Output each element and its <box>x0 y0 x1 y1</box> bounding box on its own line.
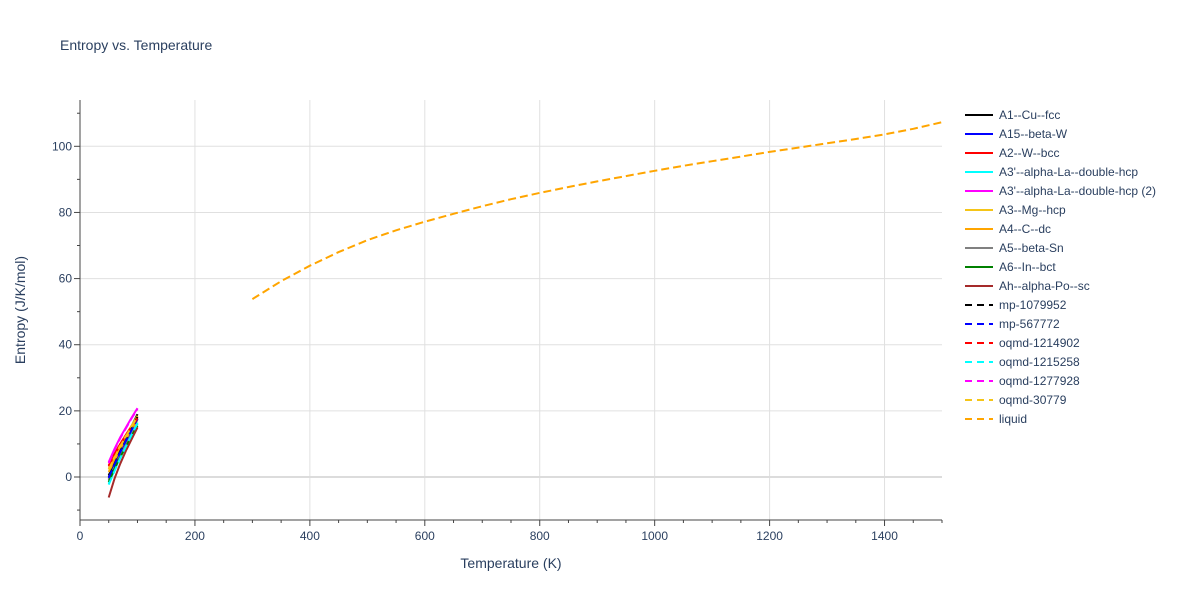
x-tick-label: 1400 <box>871 529 898 543</box>
legend-label-3: A3'--alpha-La--double-hcp <box>999 165 1138 179</box>
legend-label-8: A6--In--bct <box>999 260 1056 274</box>
x-tick-label: 1000 <box>641 529 668 543</box>
legend-label-15: oqmd-30779 <box>999 393 1067 407</box>
legend-label-16: liquid <box>999 412 1027 426</box>
legend-label-6: A4--C--dc <box>999 222 1051 236</box>
legend-label-9: Ah--alpha-Po--sc <box>999 279 1090 293</box>
grid-lines <box>80 100 942 520</box>
plot-area <box>107 121 942 498</box>
legend-label-4: A3'--alpha-La--double-hcp (2) <box>999 184 1156 198</box>
legend-label-0: A1--Cu--fcc <box>999 108 1060 122</box>
series-line-11 <box>107 418 139 479</box>
y-axis-ticks: 0 20 40 60 80 100 <box>52 112 80 511</box>
y-tick-label: 60 <box>59 272 73 286</box>
y-tick-label: 100 <box>52 139 72 153</box>
series-line-12 <box>107 417 139 467</box>
x-axis-ticks: 0 200 400 600 800 1000 1200 1400 <box>77 520 943 543</box>
legend-label-13: oqmd-1215258 <box>999 355 1080 369</box>
x-tick-label: 0 <box>77 529 84 543</box>
legend-label-2: A2--W--bcc <box>999 146 1059 160</box>
legend-label-1: A15--beta-W <box>999 127 1068 141</box>
chart-title: Entropy vs. Temperature <box>60 37 212 53</box>
y-tick-label: 20 <box>59 404 73 418</box>
legend: A1--Cu--fcc A15--beta-W A2--W--bcc A3'--alp… <box>965 108 1156 426</box>
series-line-14 <box>107 408 139 464</box>
x-tick-label: 800 <box>530 529 550 543</box>
x-axis-title: Temperature (K) <box>460 555 561 571</box>
y-tick-label: 0 <box>65 470 72 484</box>
series-line-15 <box>107 415 139 470</box>
x-tick-label: 600 <box>415 529 435 543</box>
legend-label-14: oqmd-1277928 <box>999 374 1080 388</box>
series-line-13 <box>107 422 139 485</box>
legend-label-12: oqmd-1214902 <box>999 336 1080 350</box>
x-tick-label: 400 <box>300 529 320 543</box>
series-line-9 <box>107 426 139 498</box>
axes <box>79 100 942 521</box>
y-tick-label: 80 <box>59 205 73 219</box>
x-tick-label: 1200 <box>756 529 783 543</box>
legend-label-5: A3--Mg--hcp <box>999 203 1066 217</box>
y-axis-title: Entropy (J/K/mol) <box>12 256 28 364</box>
x-tick-label: 200 <box>185 529 205 543</box>
legend-label-11: mp-567772 <box>999 317 1060 331</box>
y-tick-label: 40 <box>59 338 73 352</box>
legend-label-10: mp-1079952 <box>999 298 1067 312</box>
legend-label-7: A5--beta-Sn <box>999 241 1064 255</box>
series-line-16 <box>251 121 942 300</box>
